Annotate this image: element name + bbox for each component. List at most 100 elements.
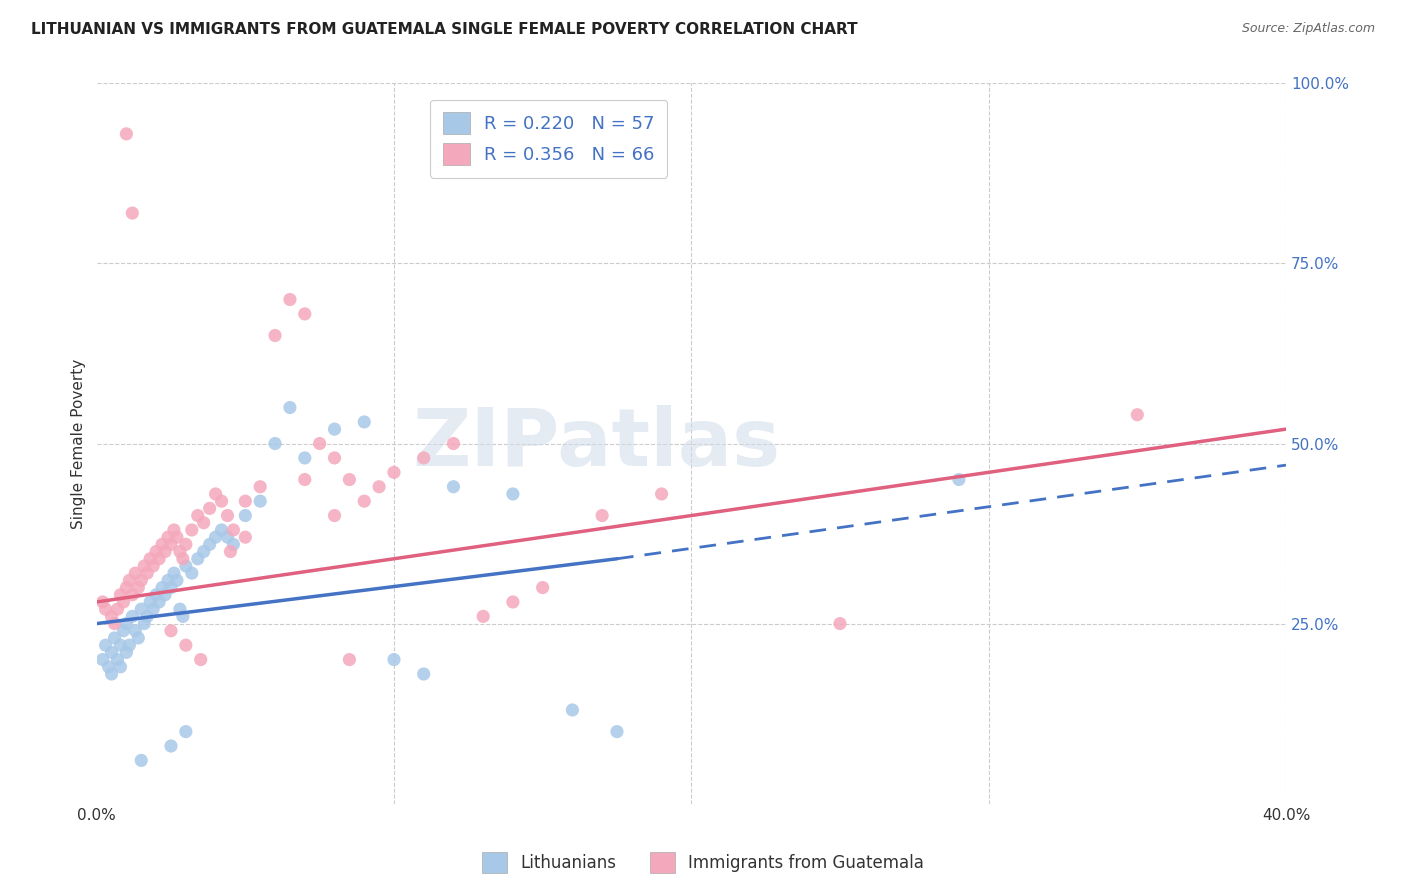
Point [294,473,316,487]
Text: Source: ZipAtlas.com: Source: ZipAtlas.com [1241,22,1375,36]
Point [531,581,554,595]
Point [134,558,156,573]
Point [443,480,465,494]
Point [153,588,176,602]
Point [204,530,226,544]
Point [160,537,183,551]
Point [180,566,202,581]
Point [148,551,170,566]
Point [217,508,239,523]
Point [91,595,114,609]
Point [163,523,186,537]
Legend: Lithuanians, Immigrants from Guatemala: Lithuanians, Immigrants from Guatemala [475,846,931,880]
Point [264,328,287,343]
Legend: R = 0.220   N = 57, R = 0.356   N = 66: R = 0.220 N = 57, R = 0.356 N = 66 [430,100,668,178]
Point [121,206,143,220]
Point [249,480,271,494]
Y-axis label: Single Female Poverty: Single Female Poverty [72,359,86,529]
Point [172,609,194,624]
Point [233,508,256,523]
Point [211,523,233,537]
Point [139,551,162,566]
Point [115,127,138,141]
Point [502,595,524,609]
Point [222,523,245,537]
Point [121,588,143,602]
Point [136,566,159,581]
Point [217,530,239,544]
Point [828,616,851,631]
Point [187,551,209,566]
Point [382,652,405,666]
Point [174,558,197,573]
Point [412,450,434,465]
Point [233,494,256,508]
Point [172,551,194,566]
Point [156,530,179,544]
Point [142,558,165,573]
Point [169,544,191,558]
Point [606,724,628,739]
Point [129,574,152,588]
Point [443,436,465,450]
Point [211,494,233,508]
Point [249,494,271,508]
Point [323,508,346,523]
Point [115,581,138,595]
Point [142,602,165,616]
Point [107,602,129,616]
Point [97,660,120,674]
Point [115,616,138,631]
Point [502,487,524,501]
Point [127,631,149,645]
Point [472,609,495,624]
Point [139,595,162,609]
Point [145,588,167,602]
Point [107,652,129,666]
Point [100,609,122,624]
Point [110,588,132,602]
Point [174,537,197,551]
Point [166,530,188,544]
Point [100,645,122,659]
Point [156,574,179,588]
Point [169,602,191,616]
Point [136,609,159,624]
Point [222,537,245,551]
Point [651,487,673,501]
Point [112,624,135,638]
Point [337,652,360,666]
Point [591,508,613,523]
Point [160,624,183,638]
Point [100,667,122,681]
Point [121,609,143,624]
Point [94,602,117,616]
Point [110,660,132,674]
Point [124,624,146,638]
Point [145,544,167,558]
Point [308,436,330,450]
Point [294,307,316,321]
Point [198,501,221,516]
Point [233,530,256,544]
Point [103,616,125,631]
Point [129,753,152,767]
Point [153,544,176,558]
Point [193,516,215,530]
Point [148,595,170,609]
Point [193,544,215,558]
Point [110,638,132,652]
Point [1126,408,1149,422]
Point [323,450,346,465]
Point [118,574,141,588]
Point [118,638,141,652]
Point [323,422,346,436]
Point [294,450,316,465]
Point [187,508,209,523]
Point [198,537,221,551]
Point [166,574,188,588]
Text: ZIPatlas: ZIPatlas [412,405,780,483]
Point [174,724,197,739]
Point [124,566,146,581]
Point [160,581,183,595]
